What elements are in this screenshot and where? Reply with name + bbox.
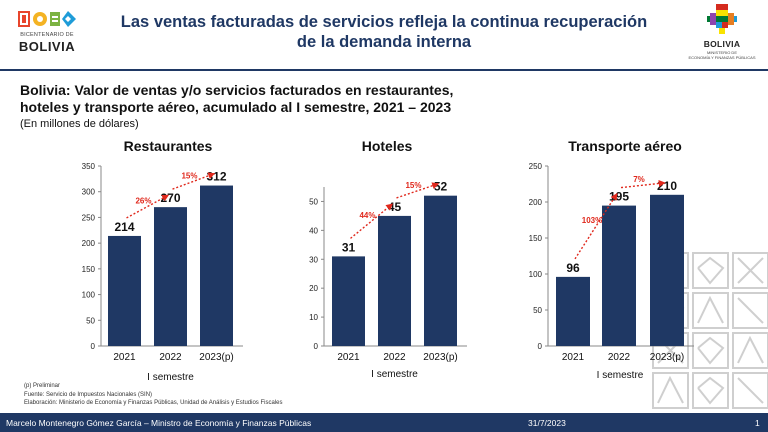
growth-label: 26% [135, 197, 151, 206]
y-tick-label: 50 [86, 316, 95, 325]
y-tick-label: 30 [309, 255, 318, 264]
category-label: 2022 [383, 352, 406, 363]
y-tick-label: 100 [529, 270, 543, 279]
y-tick-label: 200 [82, 239, 96, 248]
growth-label: 103% [582, 216, 602, 225]
note-fuente: Fuente: Servicio de Impuestos Nacionales… [24, 391, 153, 398]
bar-2022 [154, 207, 187, 346]
bicentenario-glyphs-icon [18, 11, 76, 27]
chart-hoteles: 0 10 20 30 40 50 31 2021 45 2022 52 2023(p) 44% 15% I … [309, 180, 467, 380]
y-tick-label: 20 [309, 284, 318, 293]
ministry-bolivia: BOLIVIA [703, 39, 741, 49]
chart-subtitle-line1: Bolivia: Valor de ventas y/o servicios f… [20, 82, 454, 98]
value-label: 96 [566, 261, 580, 275]
bar-2021 [556, 276, 590, 346]
y-tick-label: 300 [82, 188, 96, 197]
y-tick-label: 40 [309, 226, 318, 235]
value-label: 31 [342, 240, 356, 254]
y-tick-label: 0 [538, 342, 543, 351]
footer-bar: Marcelo Montenegro Gómez García – Minist… [0, 413, 768, 432]
page-title-line2: de la demanda interna [296, 33, 472, 51]
bar-2023(p) [200, 185, 233, 346]
category-label: 2021 [562, 352, 585, 363]
chart-transporte: 05010015020025096202119520222102023(p)10… [529, 162, 694, 381]
growth-label: 15% [405, 181, 421, 190]
category-label: 2021 [113, 352, 136, 363]
y-tick-label: 250 [529, 162, 543, 171]
y-tick-label: 150 [529, 234, 543, 243]
source-notes: (p) Preliminar Fuente: Servicio de Impue… [24, 382, 282, 408]
y-tick-label: 150 [82, 265, 96, 274]
y-tick-label: 0 [91, 342, 96, 351]
bar-2022 [602, 205, 636, 346]
growth-label: 44% [359, 211, 375, 220]
chart-title-restaurantes: Restaurantes [123, 138, 213, 154]
growth-arrow [620, 180, 666, 189]
y-tick-label: 350 [82, 162, 96, 171]
y-tick-label: 10 [309, 313, 318, 322]
category-label: 2023(p) [423, 352, 457, 363]
ministry-logo: BOLIVIA MINISTERIO DE ECONOMÍA Y FINANZA… [686, 4, 758, 64]
units-label: (En millones de dólares) [20, 118, 139, 130]
value-label: 214 [114, 220, 134, 234]
value-label: 270 [160, 191, 180, 205]
chart-title-hoteles: Hoteles [361, 138, 413, 154]
ministry-name-line1: MINISTERIO DE [706, 50, 737, 55]
footer-page-number: 1 [755, 418, 760, 428]
bar-2023(p) [424, 195, 457, 346]
bar-2023(p) [650, 194, 684, 346]
value-label: 312 [206, 170, 226, 184]
header: BICENTENARIO DE BOLIVIA Las ventas factu… [0, 0, 768, 66]
growth-label: 7% [633, 175, 645, 184]
category-label: 2023(p) [199, 352, 233, 363]
growth-label: 15% [181, 171, 197, 180]
y-tick-label: 0 [314, 342, 319, 351]
y-tick-label: 50 [533, 306, 542, 315]
y-tick-label: 50 [309, 197, 318, 206]
growth-arrow [172, 172, 216, 190]
y-tick-label: 200 [529, 198, 543, 207]
header-divider [0, 69, 768, 71]
category-label: 2022 [608, 352, 631, 363]
category-label: 2023(p) [650, 352, 684, 363]
page-title: Las ventas facturadas de servicios refle… [110, 12, 658, 52]
x-axis-label: I semestre [371, 369, 418, 380]
bicentenario-bolivia: BOLIVIA [18, 39, 76, 54]
chart-restaurantes: 0 50 100 150 200 250 300 350 214 2021 270 2022 312 20… [82, 162, 243, 383]
chart-subtitle: Bolivia: Valor de ventas y/o servicios f… [20, 82, 620, 116]
ministry-name-line2: ECONOMÍA Y FINANZAS PÚBLICAS [688, 55, 756, 60]
x-axis-label: I semestre [147, 372, 194, 383]
bar-2022 [378, 215, 411, 346]
value-label: 52 [434, 180, 448, 194]
footer-date: 31/7/2023 [528, 418, 566, 428]
chart-title-transporte: Transporte aéreo [568, 138, 682, 154]
value-label: 210 [657, 179, 677, 193]
value-label: 45 [388, 200, 402, 214]
note-elaboracion: Elaboración: Ministerio de Economía y Fi… [24, 400, 283, 406]
growth-arrow [350, 203, 394, 239]
y-tick-label: 250 [82, 213, 96, 222]
category-label: 2021 [337, 352, 360, 363]
chart-subtitle-line2: hoteles y transporte aéreo, acumulado al… [20, 99, 452, 115]
bar-2021 [332, 256, 365, 346]
ministry-name: MINISTERIO DE ECONOMÍA Y FINANZAS PÚBLIC… [686, 50, 758, 60]
x-axis-label: I semestre [597, 370, 644, 381]
bar-2021 [108, 235, 141, 346]
growth-arrow [574, 193, 618, 260]
bicentenario-logo: BICENTENARIO DE BOLIVIA [12, 8, 82, 58]
bolivia-emblem-icon [707, 4, 737, 34]
bicentenario-label: BICENTENARIO DE [20, 32, 74, 38]
footer-presenter: Marcelo Montenegro Gómez García – Minist… [6, 418, 312, 428]
category-label: 2022 [159, 352, 182, 363]
growth-arrow [396, 182, 440, 199]
note-preliminar: (p) Preliminar [24, 383, 61, 389]
page-title-line1: Las ventas facturadas de servicios refle… [120, 13, 648, 31]
y-tick-label: 100 [82, 291, 96, 300]
